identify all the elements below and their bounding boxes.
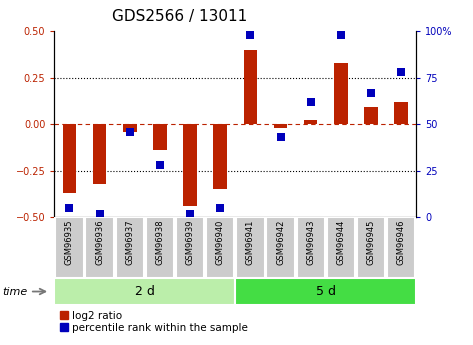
- Bar: [357, 217, 385, 278]
- Text: 5 d: 5 d: [316, 285, 336, 298]
- Bar: [146, 217, 174, 278]
- Bar: [123, 124, 137, 132]
- Text: GSM96941: GSM96941: [246, 220, 255, 265]
- Bar: [153, 124, 166, 150]
- Bar: [266, 217, 295, 278]
- Bar: [86, 217, 114, 278]
- Text: time: time: [2, 287, 27, 296]
- Bar: [394, 102, 408, 124]
- Bar: [327, 217, 355, 278]
- Text: GSM96938: GSM96938: [156, 220, 165, 265]
- Point: [277, 135, 284, 140]
- Text: 2 d: 2 d: [135, 285, 155, 298]
- Text: GSM96936: GSM96936: [95, 220, 104, 265]
- Bar: [206, 217, 235, 278]
- Bar: [334, 63, 348, 124]
- Bar: [63, 124, 76, 193]
- Bar: [93, 124, 106, 184]
- Bar: [213, 124, 227, 189]
- Text: GSM96939: GSM96939: [185, 220, 194, 265]
- Point: [397, 69, 405, 75]
- Bar: [176, 217, 204, 278]
- Text: GSM96946: GSM96946: [397, 220, 406, 265]
- Point: [126, 129, 133, 135]
- Bar: [387, 217, 415, 278]
- Bar: [235, 278, 416, 305]
- Bar: [364, 107, 378, 124]
- Bar: [115, 217, 144, 278]
- Point: [66, 205, 73, 211]
- Legend: log2 ratio, percentile rank within the sample: log2 ratio, percentile rank within the s…: [60, 310, 248, 333]
- Bar: [55, 217, 84, 278]
- Point: [246, 32, 254, 38]
- Point: [307, 99, 315, 105]
- Bar: [274, 124, 287, 128]
- Bar: [236, 217, 264, 278]
- Point: [156, 162, 164, 168]
- Bar: [304, 120, 317, 124]
- Point: [367, 90, 375, 95]
- Point: [186, 211, 194, 216]
- Bar: [297, 217, 325, 278]
- Text: GSM96940: GSM96940: [216, 220, 225, 265]
- Point: [217, 205, 224, 211]
- Bar: [184, 124, 197, 206]
- Point: [96, 211, 104, 216]
- Bar: [54, 278, 235, 305]
- Text: GSM96943: GSM96943: [306, 220, 315, 265]
- Text: GSM96945: GSM96945: [367, 220, 376, 265]
- Text: GSM96942: GSM96942: [276, 220, 285, 265]
- Text: GSM96935: GSM96935: [65, 220, 74, 265]
- Text: GSM96944: GSM96944: [336, 220, 345, 265]
- Text: GDS2566 / 13011: GDS2566 / 13011: [112, 9, 247, 23]
- Point: [337, 32, 345, 38]
- Text: GSM96937: GSM96937: [125, 220, 134, 265]
- Bar: [244, 50, 257, 124]
